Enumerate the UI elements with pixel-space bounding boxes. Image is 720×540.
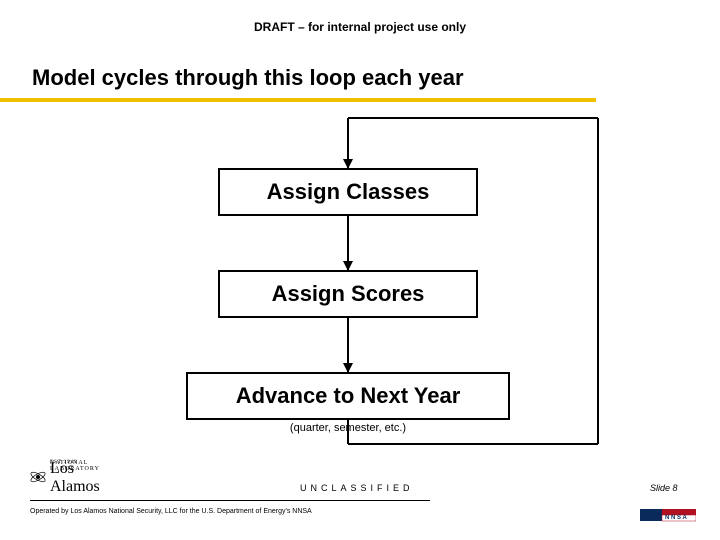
node-assign-scores: Assign Scores bbox=[218, 270, 478, 318]
operated-by-text: Operated by Los Alamos National Security… bbox=[30, 508, 312, 515]
nnsa-logo: N N S A bbox=[640, 505, 696, 530]
slide-root: { "header": { "draft_text": "DRAFT – for… bbox=[0, 0, 720, 540]
logo-line3: EST.1943 bbox=[50, 460, 78, 465]
node-label: Advance to Next Year bbox=[236, 383, 461, 409]
node-assign-classes: Assign Classes bbox=[218, 168, 478, 216]
footer-rule bbox=[30, 500, 430, 501]
node-advance: Advance to Next Year bbox=[186, 372, 510, 420]
classification-label: UNCLASSIFIED bbox=[300, 483, 414, 493]
atom-icon bbox=[28, 462, 48, 492]
node-label: Assign Classes bbox=[267, 179, 430, 205]
node-label: Assign Scores bbox=[272, 281, 425, 307]
slide-number: Slide 8 bbox=[650, 483, 678, 493]
node-advance-subtext: (quarter, semester, etc.) bbox=[186, 422, 510, 434]
nnsa-icon: N N S A bbox=[640, 505, 696, 525]
svg-text:N N S A: N N S A bbox=[665, 515, 687, 521]
